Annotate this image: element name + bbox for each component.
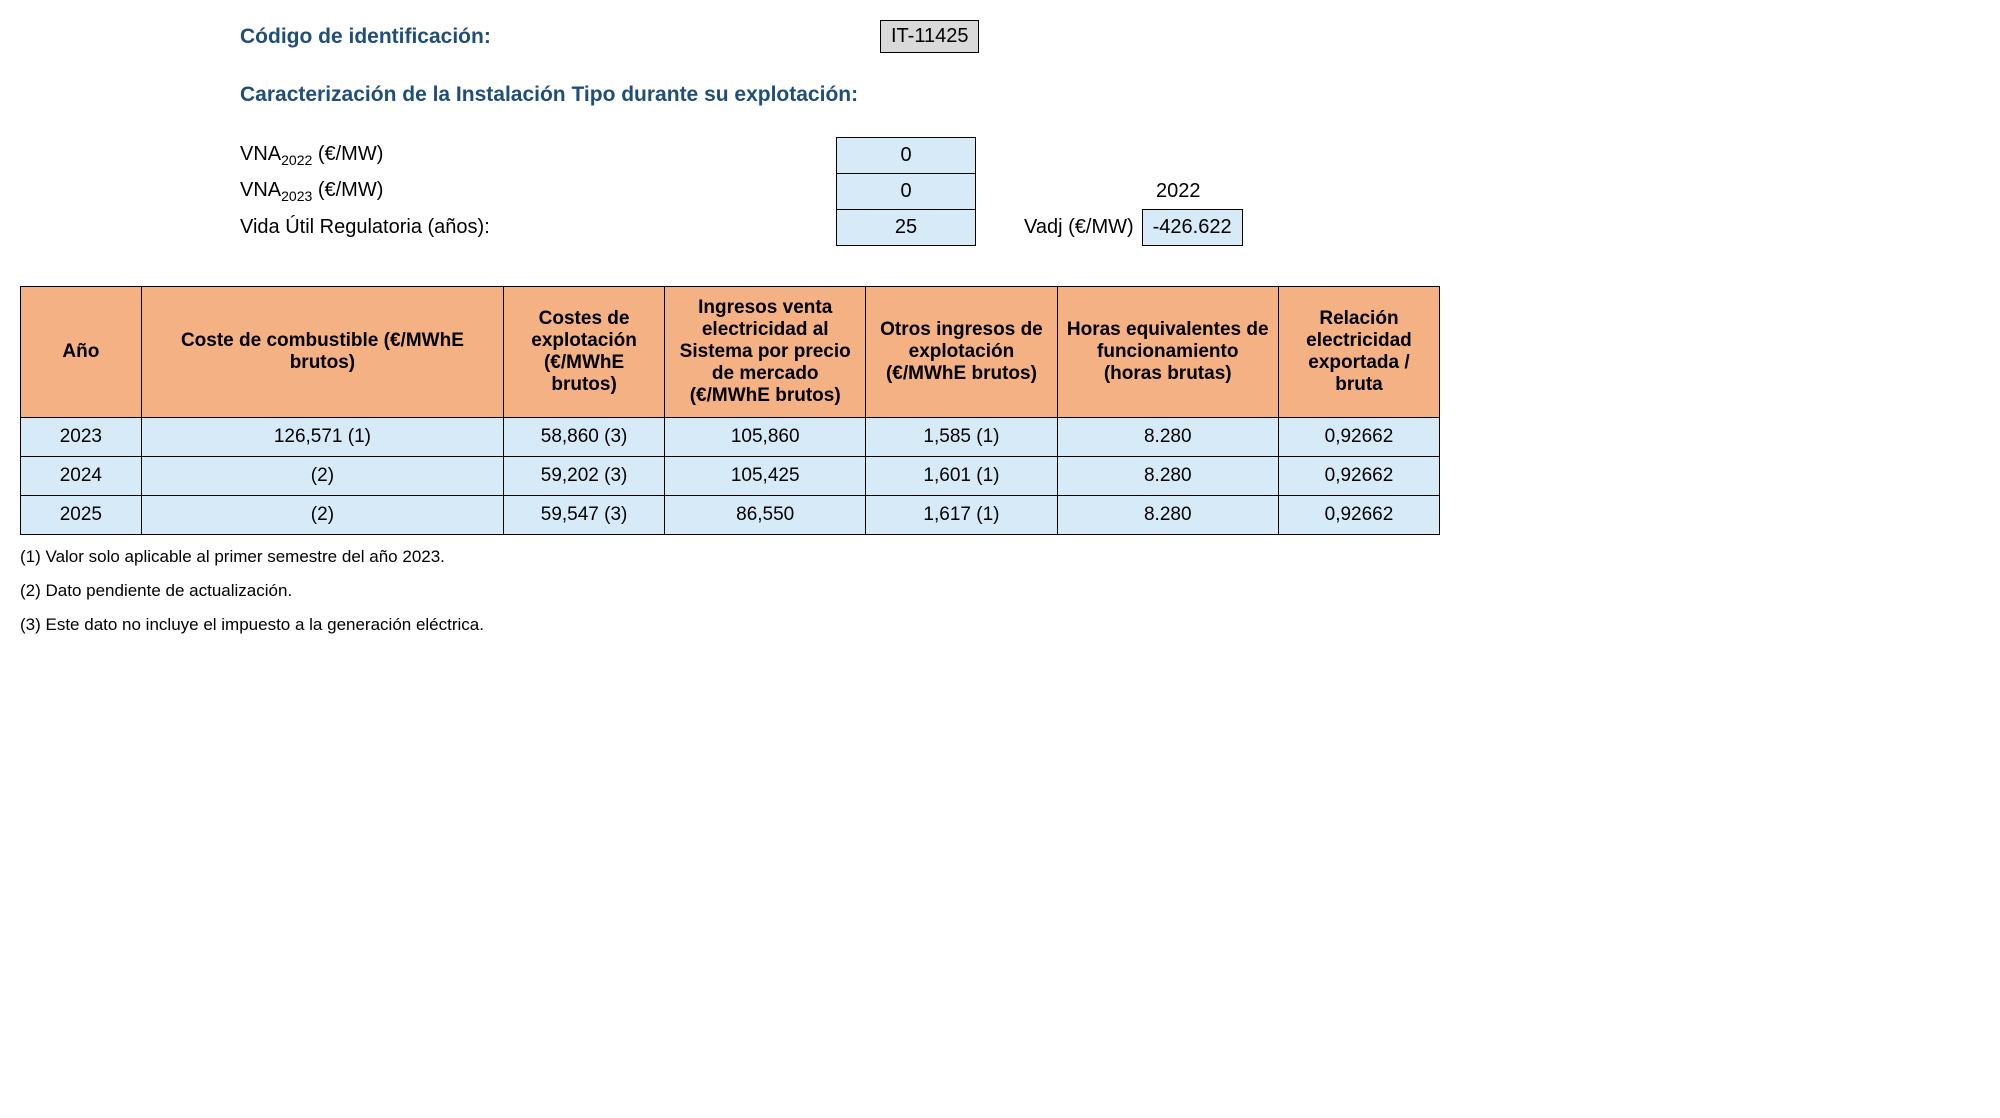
cell-opex: 58,860 (3) [504, 418, 665, 457]
params-group: VNA2022 (€/MW) 0 VNA2023 (€/MW) 0 2022 V… [240, 137, 1980, 246]
th-ratio: Relación electricidad exportada / bruta [1278, 287, 1439, 418]
footnote-2: (2) Dato pendiente de actualización. [20, 581, 1980, 601]
vadj-value: -426.622 [1142, 209, 1243, 246]
cell-other: 1,601 (1) [866, 457, 1057, 496]
vadj-label: Vadj (€/MW) [1024, 216, 1134, 239]
vida-row: Vida Útil Regulatoria (años): 25 Vadj (€… [240, 209, 1980, 246]
vna2023-prefix: VNA [240, 179, 281, 201]
data-table: Año Coste de combustible (€/MWhE brutos)… [20, 286, 1440, 535]
cell-fuel: (2) [141, 457, 503, 496]
cell-hours: 8.280 [1057, 496, 1278, 535]
vna2022-row: VNA2022 (€/MW) 0 [240, 137, 1980, 173]
cell-fuel: 126,571 (1) [141, 418, 503, 457]
footnotes: (1) Valor solo aplicable al primer semes… [20, 547, 1980, 635]
vna2022-prefix: VNA [240, 143, 281, 165]
cell-other: 1,617 (1) [866, 496, 1057, 535]
year-label: 2022 [1156, 180, 1201, 203]
th-opex: Costes de explotación (€/MWhE brutos) [504, 287, 665, 418]
vna2022-label: VNA2022 (€/MW) [240, 143, 836, 168]
vna2022-sub: 2022 [281, 152, 312, 168]
cell-hours: 8.280 [1057, 418, 1278, 457]
cell-year: 2025 [21, 496, 142, 535]
vna2023-label: VNA2023 (€/MW) [240, 179, 836, 204]
vna2022-value: 0 [836, 137, 976, 173]
header-section: Código de identificación: IT-11425 Carac… [240, 20, 1980, 246]
cell-opex: 59,202 (3) [504, 457, 665, 496]
th-other: Otros ingresos de explotación (€/MWhE br… [866, 287, 1057, 418]
cell-income: 86,550 [665, 496, 866, 535]
table-row: 2025 (2) 59,547 (3) 86,550 1,617 (1) 8.2… [21, 496, 1440, 535]
table-body: 2023 126,571 (1) 58,860 (3) 105,860 1,58… [21, 418, 1440, 535]
cell-ratio: 0,92662 [1278, 457, 1439, 496]
id-label: Código de identificación: [240, 25, 880, 49]
th-hours: Horas equivalentes de funcionamiento (ho… [1057, 287, 1278, 418]
vna2023-suffix: (€/MW) [312, 179, 383, 201]
vna2023-row: VNA2023 (€/MW) 0 2022 [240, 173, 1980, 209]
vida-label: Vida Útil Regulatoria (años): [240, 216, 836, 239]
cell-year: 2023 [21, 418, 142, 457]
cell-year: 2024 [21, 457, 142, 496]
cell-income: 105,860 [665, 418, 866, 457]
th-income: Ingresos venta electricidad al Sistema p… [665, 287, 866, 418]
th-year: Año [21, 287, 142, 418]
id-value-box: IT-11425 [880, 20, 979, 53]
footnote-1: (1) Valor solo aplicable al primer semes… [20, 547, 1980, 567]
cell-ratio: 0,92662 [1278, 418, 1439, 457]
table-row: 2023 126,571 (1) 58,860 (3) 105,860 1,58… [21, 418, 1440, 457]
th-fuel: Coste de combustible (€/MWhE brutos) [141, 287, 503, 418]
vida-value: 25 [836, 209, 976, 246]
vna2023-sub: 2023 [281, 188, 312, 204]
cell-fuel: (2) [141, 496, 503, 535]
vna2022-suffix: (€/MW) [312, 143, 383, 165]
cell-other: 1,585 (1) [866, 418, 1057, 457]
table-row: 2024 (2) 59,202 (3) 105,425 1,601 (1) 8.… [21, 457, 1440, 496]
cell-opex: 59,547 (3) [504, 496, 665, 535]
table-header-row: Año Coste de combustible (€/MWhE brutos)… [21, 287, 1440, 418]
vna2023-value: 0 [836, 173, 976, 209]
cell-hours: 8.280 [1057, 457, 1278, 496]
cell-ratio: 0,92662 [1278, 496, 1439, 535]
footnote-3: (3) Este dato no incluye el impuesto a l… [20, 615, 1980, 635]
section-title: Caracterización de la Instalación Tipo d… [240, 83, 1980, 107]
id-row: Código de identificación: IT-11425 [240, 20, 1980, 53]
cell-income: 105,425 [665, 457, 866, 496]
